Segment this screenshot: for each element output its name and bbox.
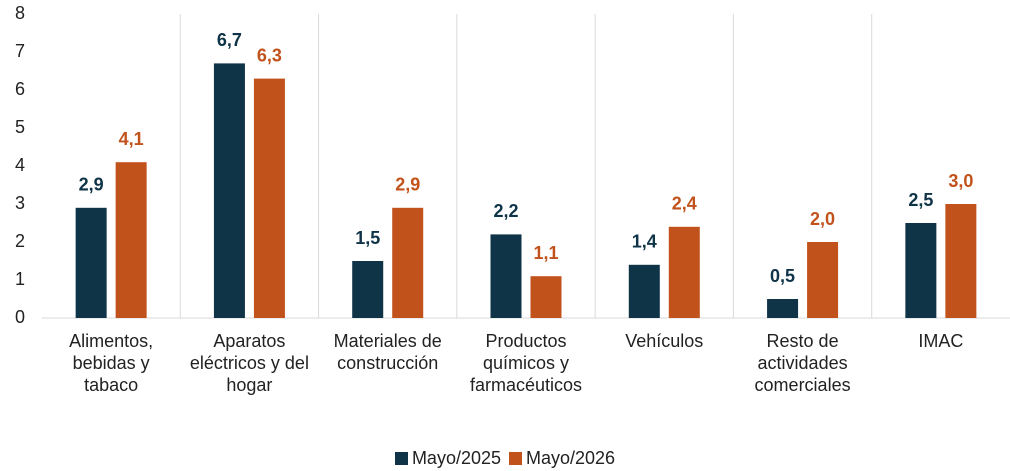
y-tick-label: 2	[15, 231, 25, 251]
legend-label: Mayo/2026	[526, 448, 616, 468]
y-tick-label: 1	[15, 269, 25, 289]
x-tick-label: Vehículos	[625, 331, 704, 351]
legend-item: Mayo/2025	[394, 448, 501, 469]
bar	[628, 264, 660, 318]
x-tick-label: Materiales de construcción	[333, 331, 442, 373]
bar	[945, 204, 977, 318]
y-tick-label: 5	[15, 117, 25, 137]
legend-label: Mayo/2025	[411, 448, 501, 468]
bar	[75, 207, 107, 318]
x-tick-label: Productos químicos y farmacéuticos	[469, 331, 583, 395]
data-label: 2,4	[672, 194, 697, 214]
bar	[253, 78, 285, 318]
legend-item: Mayo/2026	[509, 448, 615, 469]
bar	[490, 234, 522, 318]
bar	[905, 223, 937, 318]
data-label: 6,7	[217, 30, 242, 50]
data-label: 1,5	[355, 228, 380, 248]
data-label: 2,9	[79, 175, 104, 195]
data-label: 4,1	[119, 129, 144, 149]
x-tick-label: Alimentos, bebidas y tabaco	[69, 331, 154, 395]
y-tick-label: 3	[15, 193, 25, 213]
data-label: 2,2	[493, 201, 518, 221]
legend-swatch	[394, 452, 408, 465]
legend: Mayo/2025 Mayo/2026	[0, 448, 1010, 470]
data-label: 2,0	[810, 209, 835, 229]
y-tick-label: 6	[15, 79, 25, 99]
data-label: 3,0	[948, 171, 973, 191]
data-label: 6,3	[257, 45, 282, 65]
legend-swatch	[509, 452, 522, 465]
y-tick-label: 0	[15, 307, 25, 327]
bar	[668, 226, 700, 318]
bar	[115, 162, 147, 318]
x-tick-label: Resto de actividades comerciales	[754, 331, 851, 395]
y-tick-label: 7	[15, 41, 25, 61]
data-label: 0,5	[770, 266, 795, 286]
bar	[767, 299, 799, 318]
data-label: 2,9	[395, 175, 420, 195]
bar	[392, 207, 424, 318]
data-label: 1,1	[533, 243, 558, 263]
x-tick-label: Aparatos eléctricos y del hogar	[189, 331, 309, 395]
bar	[530, 276, 562, 318]
data-label: 2,5	[908, 190, 933, 210]
data-label: 1,4	[632, 232, 657, 252]
bar	[352, 261, 384, 318]
y-tick-label: 4	[15, 155, 25, 175]
y-tick-label: 8	[15, 3, 25, 23]
x-tick-label: IMAC	[918, 331, 964, 351]
bar	[807, 242, 839, 318]
bar	[213, 63, 245, 319]
